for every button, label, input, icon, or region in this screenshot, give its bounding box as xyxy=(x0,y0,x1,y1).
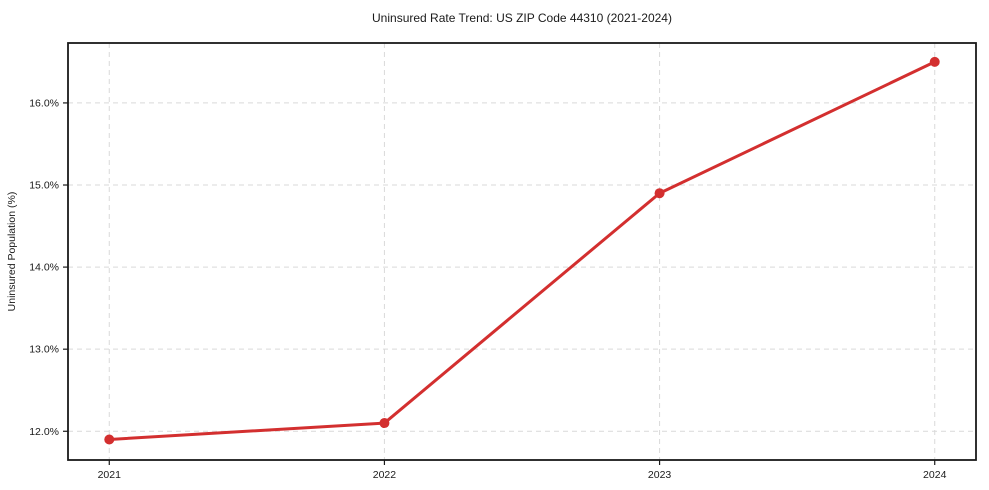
data-point-2023 xyxy=(654,188,665,199)
data-point-2022 xyxy=(379,418,390,429)
data-point-2021 xyxy=(104,434,115,445)
y-tick-label: 16.0% xyxy=(29,97,59,109)
y-tick-label: 15.0% xyxy=(29,180,59,192)
chart-title: Uninsured Rate Trend: US ZIP Code 44310 … xyxy=(372,11,672,25)
data-point-2024 xyxy=(929,56,940,67)
plot-border xyxy=(67,42,977,461)
x-tick-label: 2022 xyxy=(373,469,397,481)
gridlines xyxy=(68,43,976,460)
y-tick-label: 14.0% xyxy=(29,262,59,274)
data-series xyxy=(104,56,940,445)
x-tick-label: 2024 xyxy=(923,469,947,481)
trend-line xyxy=(107,60,937,441)
x-tick-label: 2021 xyxy=(98,469,122,481)
x-tick-label: 2023 xyxy=(648,469,672,481)
y-axis-label: Uninsured Population (%) xyxy=(6,192,18,312)
y-tick-label: 12.0% xyxy=(29,426,59,438)
y-tick-label: 13.0% xyxy=(29,344,59,356)
axes: 12.0% 13.0% 14.0% 15.0% 16.0% 2021 2022 2023 202… xyxy=(29,42,977,481)
